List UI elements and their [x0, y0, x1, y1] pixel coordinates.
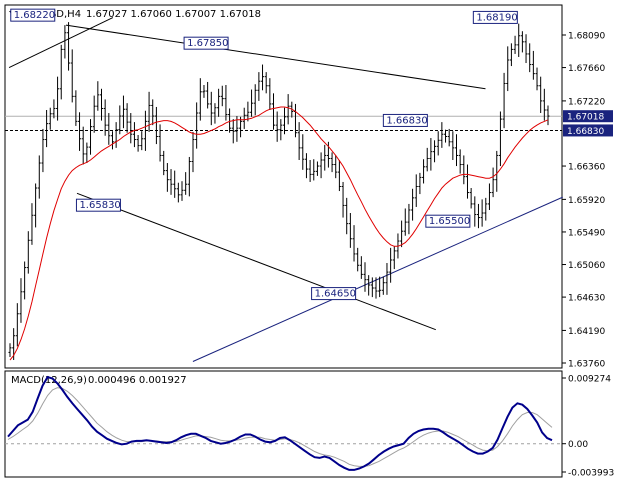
macd-main-line [7, 375, 553, 471]
macd-tick-label: -0.003993 [568, 469, 614, 479]
price-annotations: 1.68220 1.67850 1.65830 1.64650 1.66830 1.655… [10, 8, 518, 301]
trendline-rising-channel [192, 196, 563, 362]
trendline-upper [65, 24, 486, 90]
price-marker-label: 1.66830 [567, 127, 604, 137]
price-tick-label: 1.67660 [568, 64, 605, 74]
annotation-label: 1.65830 [79, 200, 120, 211]
annotation-label: 1.68190 [476, 12, 517, 23]
annotation-box [472, 10, 518, 24]
ohlc-bars [8, 22, 550, 360]
price-marker-box [563, 110, 613, 123]
trendline-left [8, 17, 114, 69]
price-tick-label: 1.65060 [568, 261, 605, 271]
annotation-box [425, 214, 471, 228]
annotation-label: 1.68220 [14, 10, 55, 21]
annotation-box [311, 287, 357, 301]
price-tick-label: 1.64630 [568, 294, 605, 304]
price-axis: 1.68090 1.67660 1.67220 1.66360 1.65920 1.654… [562, 32, 613, 370]
annotation-box [183, 36, 229, 50]
macd-tick-label: 0.00 [568, 440, 588, 450]
annotation-box [75, 198, 121, 212]
price-tick-label: 1.65490 [568, 228, 605, 238]
ohlc-values: 1.67027 1.67060 1.67007 1.67018 [86, 9, 261, 20]
macd-values: 0.000496 0.001927 [88, 375, 187, 386]
trendline-lower [76, 192, 436, 331]
moving-average-line [9, 106, 549, 361]
horizontal-levels [5, 115, 562, 131]
annotation-label: 1.65500 [429, 216, 470, 227]
price-tick-label: 1.65920 [568, 196, 605, 206]
trendlines [8, 17, 563, 362]
price-tick-label: 1.64190 [568, 327, 605, 337]
annotation-label: 1.66830 [386, 115, 427, 126]
annotation-box [10, 8, 56, 22]
macd-signal-line [7, 387, 553, 467]
price-tick-label: 1.68090 [568, 32, 605, 42]
price-tick-label: 1.63760 [568, 360, 605, 370]
price-tick-label: 1.67220 [568, 97, 605, 107]
macd-plot: 0.009274 0.00 -0.003993 [5, 375, 614, 479]
moving-average [9, 106, 549, 361]
annotation-label: 1.67850 [187, 38, 228, 49]
price-marker-box [563, 124, 613, 137]
macd-label: MACD(12,26,9) [11, 375, 87, 386]
macd-tick-label: 0.009274 [568, 375, 611, 385]
annotation-label: 1.64650 [315, 289, 356, 300]
price-marker-label: 1.67018 [567, 113, 604, 123]
annotation-box [382, 113, 428, 127]
price-tick-label: 1.66360 [568, 163, 605, 173]
